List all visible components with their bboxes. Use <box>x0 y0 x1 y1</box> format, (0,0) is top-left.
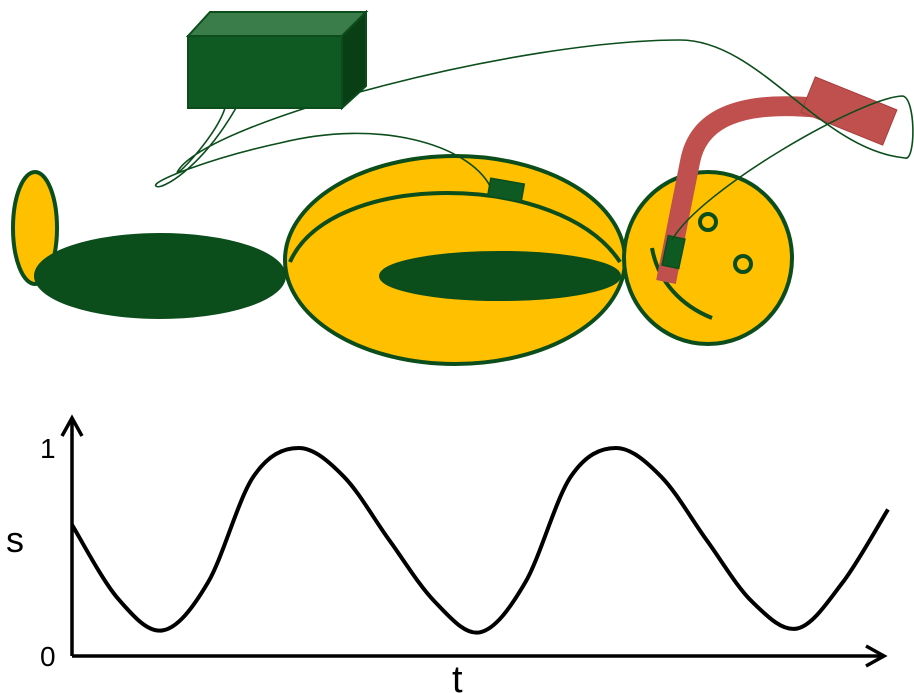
eye-left <box>698 212 718 232</box>
chest-sensor-wire <box>155 107 491 188</box>
torso-belt-line <box>288 191 622 264</box>
mouth-line <box>650 247 713 320</box>
y-tick-label-bottom: 0 <box>40 641 56 672</box>
signal-graph: 1 0 s t <box>6 414 890 693</box>
legs-shape <box>34 233 286 319</box>
recording-device <box>185 9 369 111</box>
device-top-face <box>185 11 369 37</box>
x-axis-arrowhead <box>865 644 888 668</box>
feet-shape <box>11 170 59 286</box>
tube-connector <box>800 76 898 146</box>
patient-illustration <box>11 9 914 366</box>
y-tick-label-top: 1 <box>40 433 56 464</box>
x-axis-label: t <box>452 659 463 693</box>
y-axis-label: s <box>6 519 24 560</box>
torso-hole <box>379 251 621 301</box>
breathing-tube <box>656 96 821 284</box>
nose-sensor <box>661 234 686 270</box>
signal-curve <box>70 445 890 635</box>
eye-right <box>733 254 753 274</box>
head-shape <box>622 170 794 346</box>
nose-sensor-wire <box>176 39 914 241</box>
device-front-face <box>187 35 343 109</box>
y-axis-arrowhead <box>60 414 84 437</box>
chest-sensor <box>486 177 526 203</box>
